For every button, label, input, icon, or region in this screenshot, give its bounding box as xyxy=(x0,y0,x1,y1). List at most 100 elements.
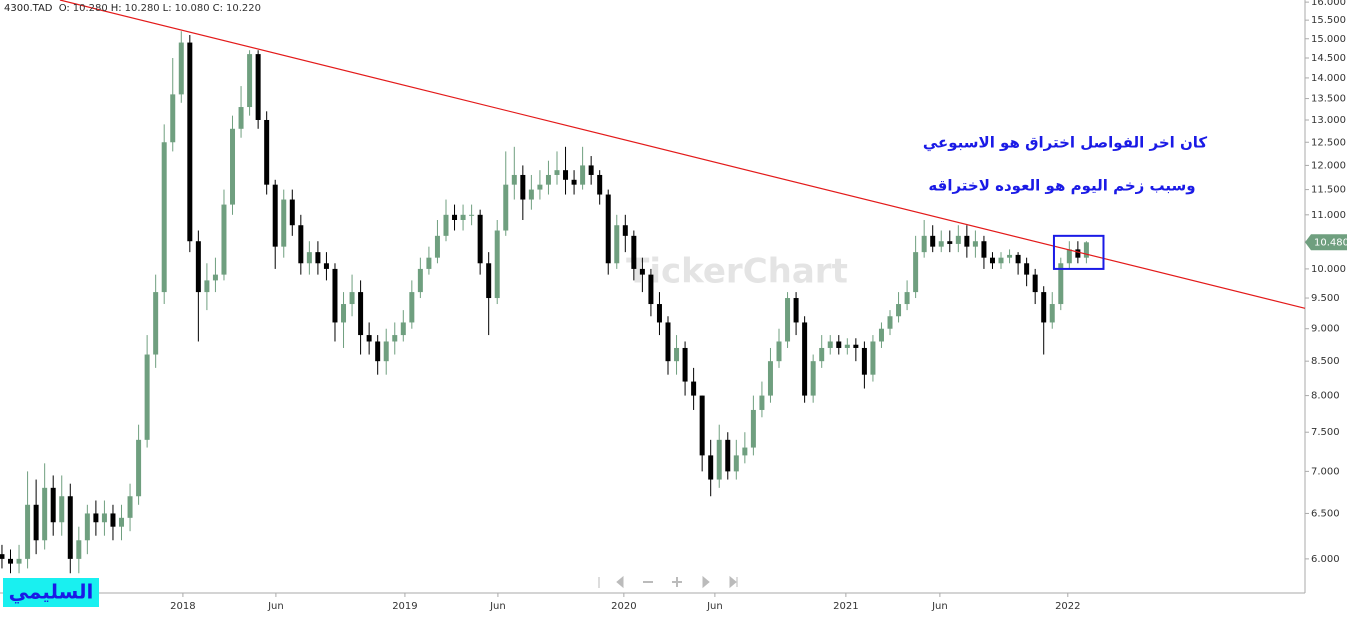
candle-body xyxy=(212,274,218,281)
header-value: 10.080 xyxy=(174,3,210,14)
candle-body xyxy=(733,455,739,472)
candle-body xyxy=(725,439,731,472)
x-tick-label: Jun xyxy=(931,601,948,612)
candle-body xyxy=(375,341,381,362)
candle-body xyxy=(938,241,944,247)
candle-body xyxy=(785,298,791,342)
candle-body xyxy=(896,304,902,317)
x-tick-label: Jun xyxy=(489,601,506,612)
candle-body xyxy=(0,554,5,559)
candle-body xyxy=(708,455,714,480)
signature: السليمي xyxy=(9,580,94,605)
highlight-box xyxy=(1052,234,1105,270)
candle-body xyxy=(469,214,475,216)
candle-body xyxy=(947,241,953,244)
candle-body xyxy=(477,214,483,264)
y-tick-label: 9.000 xyxy=(1311,324,1340,335)
x-tick-label: 2022 xyxy=(1055,601,1080,612)
candle-body xyxy=(33,504,39,541)
candle-body xyxy=(1007,254,1013,258)
candle-body xyxy=(1049,304,1055,323)
y-tick-label: 8.500 xyxy=(1311,356,1340,367)
candle-body xyxy=(802,322,808,396)
candle-body xyxy=(861,347,867,375)
candle-body xyxy=(409,292,415,323)
candle-body xyxy=(42,487,48,541)
candle-body xyxy=(921,235,927,253)
candle-body xyxy=(25,504,31,559)
candles xyxy=(0,31,1089,574)
header-value: 10.280 xyxy=(124,3,160,14)
candle-body xyxy=(793,298,799,323)
candle-body xyxy=(1075,249,1081,258)
signature-box xyxy=(3,578,99,607)
header: 4300.TAD O: 10.280 H: 10.280 L: 10.080 C: 10.22… xyxy=(4,3,264,14)
y-tick-label: 14.000 xyxy=(1311,73,1346,84)
y-tick-label: 14.500 xyxy=(1311,53,1346,64)
candle-body xyxy=(1041,292,1047,323)
candle-body xyxy=(819,347,825,362)
candle-body xyxy=(1024,263,1030,275)
header-label: H: xyxy=(110,3,122,14)
candle-body xyxy=(323,263,329,269)
candle-body xyxy=(981,241,987,258)
candle-body xyxy=(332,268,338,323)
candle-body xyxy=(187,42,193,242)
candle-body xyxy=(110,513,116,527)
candle-body xyxy=(178,42,184,95)
candle-body xyxy=(699,395,705,456)
candle-body xyxy=(998,257,1004,264)
candle-body xyxy=(964,235,970,247)
candle-body xyxy=(930,235,936,247)
candle-body xyxy=(67,496,73,559)
y-tick-label: 15.000 xyxy=(1311,34,1346,45)
symbol: 4300.TAD xyxy=(4,3,53,14)
candle-body xyxy=(144,354,150,440)
candle-body xyxy=(520,174,526,200)
candle-body xyxy=(486,263,492,299)
candle-body xyxy=(1015,254,1021,264)
candle-body xyxy=(691,381,697,396)
candle-body xyxy=(460,214,466,220)
nav-prev[interactable] xyxy=(616,575,624,589)
header-label: L: xyxy=(162,3,172,14)
header-label: O: xyxy=(58,3,70,14)
last-price-tag xyxy=(1305,234,1347,251)
candle-body xyxy=(153,292,159,355)
candle-body xyxy=(503,184,509,231)
x-tick-label: 2019 xyxy=(392,601,417,612)
candle-body xyxy=(955,235,961,244)
candle-body xyxy=(383,341,389,362)
y-tick-label: 11.000 xyxy=(1311,210,1346,221)
header-value: 10.220 xyxy=(225,3,261,14)
candle-body xyxy=(59,496,65,523)
candle-body xyxy=(665,322,671,362)
candle-body xyxy=(563,170,569,180)
candle-body xyxy=(622,225,628,236)
y-tick-label: 10.000 xyxy=(1311,264,1346,275)
x-tick-label: 2020 xyxy=(611,601,636,612)
candle-body xyxy=(417,268,423,293)
y-tick-label: 11.500 xyxy=(1311,185,1346,196)
candle-body xyxy=(1066,249,1072,264)
candle-body xyxy=(358,292,364,336)
nav-end[interactable] xyxy=(729,575,738,589)
candle-body xyxy=(776,341,782,362)
candle-body xyxy=(682,347,688,382)
watermark: TickerChart xyxy=(626,252,848,292)
candle-body xyxy=(349,292,355,305)
last-price-label: 10.480 xyxy=(1314,237,1347,248)
candle-body xyxy=(247,54,253,108)
candle-body xyxy=(443,214,449,236)
candle-body xyxy=(392,335,398,342)
nav-zoom-in[interactable] xyxy=(672,577,682,587)
candle-body xyxy=(400,322,406,336)
candle-body xyxy=(238,107,244,129)
y-tick-label: 16.000 xyxy=(1311,0,1346,8)
nav-next[interactable] xyxy=(702,575,710,589)
x-tick-label: Jun xyxy=(706,601,723,612)
candle-body xyxy=(810,361,816,396)
y-tick-label: 9.500 xyxy=(1311,293,1340,304)
candle-body xyxy=(878,328,884,342)
